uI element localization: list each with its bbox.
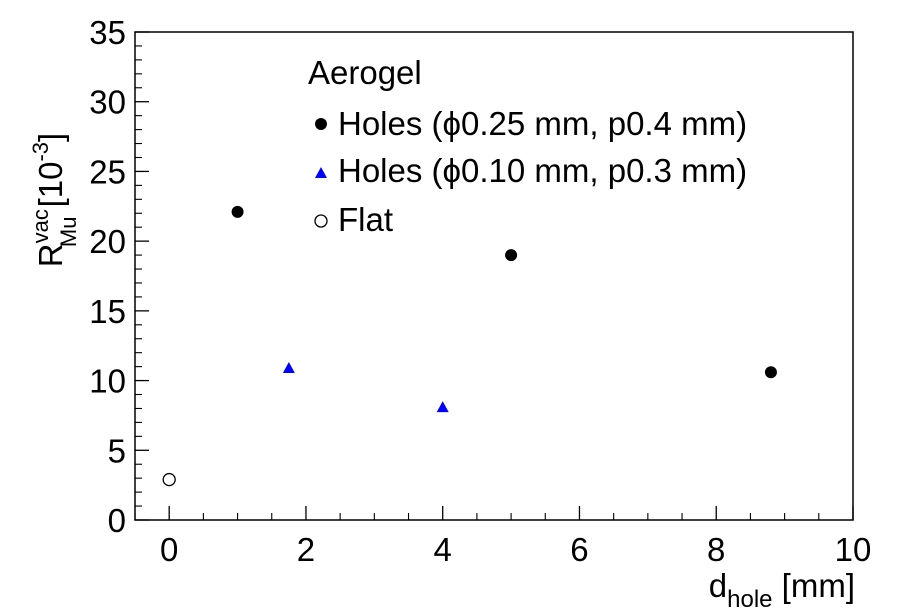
y-tick-label: 20 bbox=[89, 223, 126, 260]
x-tick-label: 8 bbox=[707, 531, 725, 568]
y-tick-label: 5 bbox=[108, 432, 126, 469]
axis-ticks bbox=[134, 31, 854, 521]
axis-tick-labels: 0 2 4 6 8 10 0 5 10 15 20 25 30 35 bbox=[89, 14, 871, 568]
x-axis-label: dhole [mm] bbox=[709, 567, 855, 613]
y-tick-label: 0 bbox=[108, 502, 126, 539]
y-tick-label: 30 bbox=[89, 84, 126, 121]
data-point-flat bbox=[162, 472, 176, 487]
legend-marker-blue-triangle bbox=[315, 167, 327, 178]
data-point-holes-010 bbox=[436, 401, 449, 413]
x-tick-label: 6 bbox=[570, 531, 588, 568]
legend-label-holes-010: Holes (ϕ0.10 mm, p0.3 mm) bbox=[338, 152, 747, 189]
x-tick-label: 4 bbox=[434, 531, 452, 568]
y-tick-label: 25 bbox=[89, 153, 126, 190]
y-tick-label: 35 bbox=[89, 14, 126, 51]
plot-frame bbox=[134, 31, 854, 521]
y-axis-label: Rvac Mu [10-3] bbox=[28, 133, 81, 267]
legend: Aerogel Holes (ϕ0.25 mm, p0.4 mm) Holes … bbox=[308, 54, 747, 238]
x-tick-label: 10 bbox=[835, 531, 872, 568]
y-tick-label: 15 bbox=[89, 293, 126, 330]
legend-marker-open-circle bbox=[314, 214, 328, 228]
legend-label-holes-025: Holes (ϕ0.25 mm, p0.4 mm) bbox=[338, 105, 747, 142]
x-tick-label: 2 bbox=[297, 531, 315, 568]
data-point-holes-025 bbox=[231, 205, 244, 218]
data-point-holes-010 bbox=[282, 362, 295, 374]
legend-marker-filled-circle bbox=[315, 118, 327, 130]
legend-header: Aerogel bbox=[308, 54, 422, 91]
data-point-holes-025 bbox=[764, 366, 777, 379]
x-tick-label: 0 bbox=[160, 531, 178, 568]
data-point-holes-025 bbox=[505, 249, 518, 262]
y-tick-label: 10 bbox=[89, 363, 126, 400]
data-points bbox=[162, 205, 777, 487]
legend-label-flat: Flat bbox=[338, 201, 393, 238]
